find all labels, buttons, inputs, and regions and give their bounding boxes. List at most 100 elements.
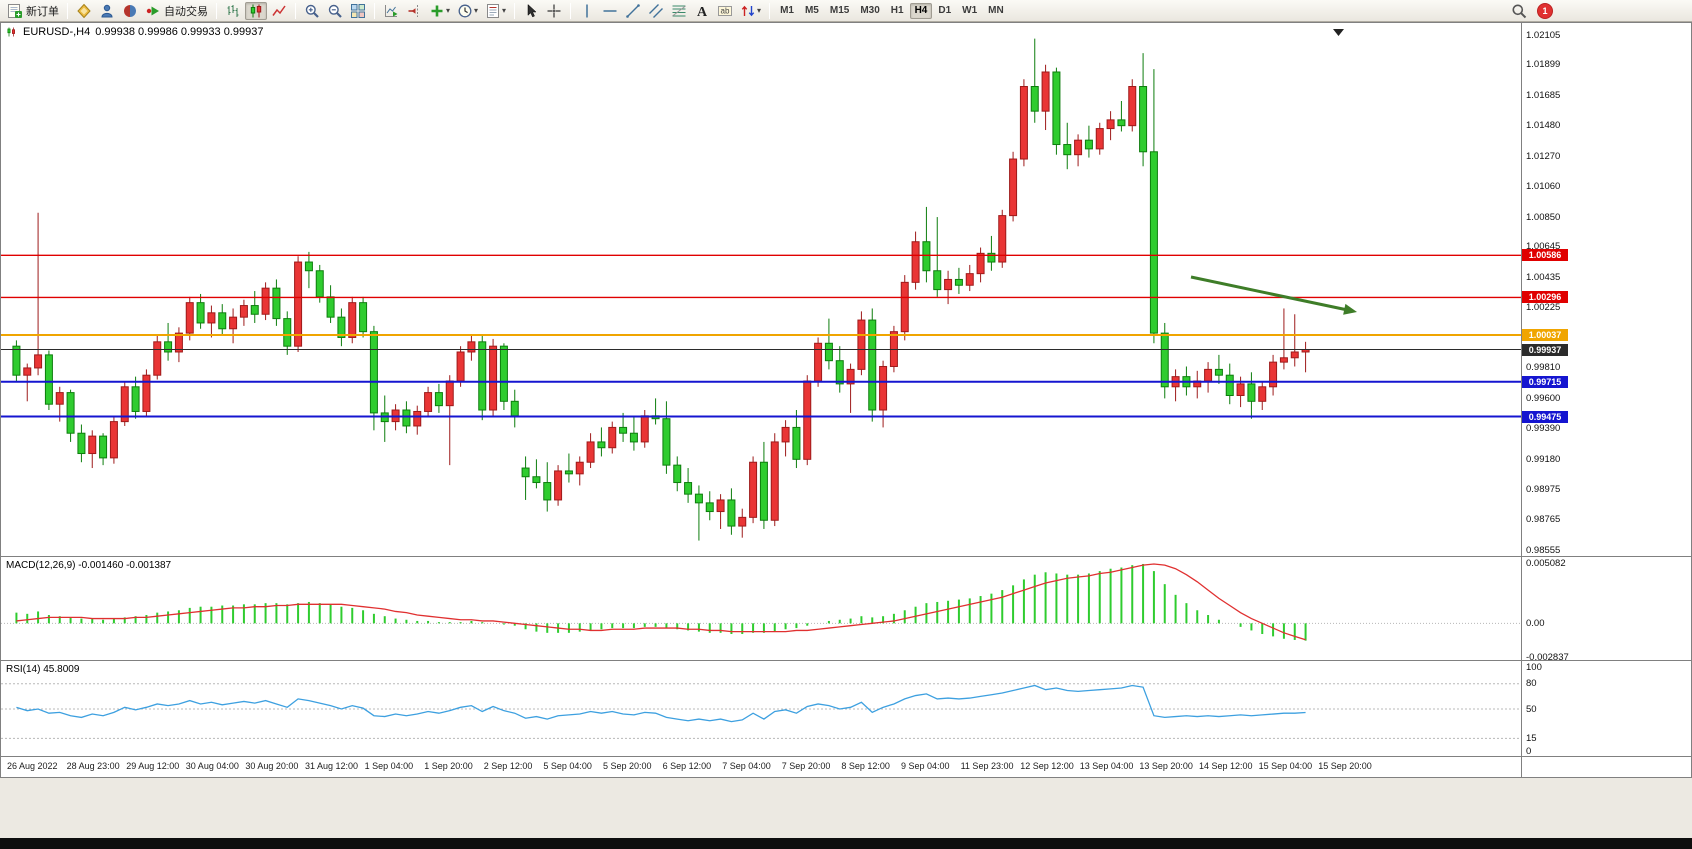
time-axis-label: 30 Aug 20:00 [245, 761, 299, 771]
chart-ohlc-values: 0.99938 0.99986 0.99933 0.99937 [95, 26, 264, 38]
macd-signal-line [16, 563, 1306, 641]
bar-chart-button[interactable] [222, 2, 244, 20]
timeframe-m1-label: M1 [780, 5, 794, 16]
resistance-line-1-tag: 1.00586 [1522, 249, 1568, 262]
auto-scroll-button[interactable] [380, 2, 402, 20]
fibonacci-button[interactable] [668, 2, 690, 20]
time-axis-label: 14 Sep 12:00 [1199, 761, 1253, 771]
arrows-button[interactable]: ▾ [737, 2, 764, 20]
new-order-button[interactable]: 新订单 [4, 2, 62, 20]
new-order-icon [7, 3, 23, 19]
line-chart-button[interactable] [268, 2, 290, 20]
timeframe-w1[interactable]: W1 [957, 3, 982, 19]
time-axis-label: 9 Sep 04:00 [901, 761, 950, 771]
crosshair-icon [546, 3, 562, 19]
trendline-button[interactable] [622, 2, 644, 20]
search-button[interactable] [1508, 2, 1530, 20]
time-axis-label: 13 Sep 04:00 [1079, 761, 1134, 771]
timeframe-d1-label: D1 [938, 5, 952, 16]
timeframe-h1[interactable]: H1 [886, 3, 909, 19]
notification-badge[interactable]: 1 [1538, 3, 1552, 18]
candlestick-chart-button[interactable] [245, 1, 267, 20]
timeframe-h4[interactable]: H4 [909, 2, 933, 19]
price-tick-label: 1.01899 [1526, 59, 1561, 71]
time-axis-label: 26 Aug 2022 [7, 761, 58, 771]
channel-button[interactable] [645, 2, 667, 20]
chevron-down-icon: ▾ [757, 6, 762, 15]
resistance-line-2-tag: 1.00296 [1522, 291, 1568, 304]
timeframe-m30-label: M30 [860, 5, 880, 16]
text-button[interactable]: A [691, 2, 713, 20]
cursor-icon [523, 3, 539, 19]
toolbar-separator [769, 2, 771, 19]
timeframe-mn[interactable]: MN [983, 3, 1009, 19]
timeframe-d1[interactable]: D1 [933, 3, 956, 19]
periods-button[interactable]: ▾ [454, 2, 481, 20]
rsi-line [16, 684, 1306, 723]
timeframe-m15[interactable]: M15 [825, 3, 854, 19]
macd-histogram [15, 563, 1307, 641]
trend-arrow-annotation[interactable] [1190, 275, 1357, 315]
toolbar-separator [295, 2, 296, 19]
zoom-out-icon [327, 3, 343, 19]
zoom-in-icon [304, 3, 320, 19]
crosshair-button[interactable] [543, 2, 565, 20]
support-line-1-tag: 0.99715 [1522, 375, 1568, 388]
tile-windows-button[interactable] [347, 2, 369, 20]
time-axis-label: 30 Aug 04:00 [185, 761, 239, 771]
templates-button[interactable]: ▾ [482, 2, 509, 20]
rsi-panel[interactable]: RSI(14) 45.8009 [1, 661, 1522, 756]
rsi-axis: 100 80 50 15 0 [1522, 661, 1691, 756]
scroll-to-end-marker[interactable] [1333, 29, 1344, 36]
chart-shift-icon [406, 3, 422, 19]
text-label-button[interactable]: ab [714, 2, 736, 20]
macd-axis: 0.005082 0.00 -0.002837 [1522, 557, 1691, 660]
support-line-2-tag: 0.99475 [1522, 410, 1568, 423]
template-icon [485, 3, 501, 19]
candlestick-icon [248, 3, 264, 19]
market-button[interactable] [119, 2, 141, 20]
channel-icon [648, 3, 664, 19]
vertical-line-button[interactable] [576, 2, 598, 20]
market-watch-button[interactable] [73, 2, 95, 20]
orange-level-line-tag: 1.00037 [1522, 329, 1568, 341]
price-tick-label: 1.01685 [1526, 90, 1561, 102]
arrows-icon [740, 3, 756, 19]
fibonacci-icon [671, 3, 687, 19]
price-tick-label: 1.01480 [1526, 120, 1561, 132]
horizontal-line-button[interactable] [599, 2, 621, 20]
timeframe-m30[interactable]: M30 [855, 3, 884, 19]
price-tick-label: 1.00645 [1526, 241, 1561, 253]
current-price-line-tag: 0.99937 [1522, 343, 1568, 356]
chart-shift-button[interactable] [403, 2, 425, 20]
time-axis[interactable]: 26 Aug 2022 28 Aug 23:00 29 Aug 12:00 30 Au… [1, 757, 1522, 777]
autotrade-button[interactable]: 自动交易 [142, 2, 211, 20]
price-tick-label: 0.99600 [1526, 392, 1561, 404]
time-axis-label: 28 Aug 23:00 [66, 761, 120, 771]
toolbar-separator [570, 2, 572, 19]
price-tick-label: 1.00850 [1526, 211, 1561, 223]
timeframe-h1-label: H1 [890, 5, 904, 16]
macd-panel[interactable]: MACD(12,26,9) -0.001460 -0.001387 [1, 557, 1522, 660]
price-axis[interactable]: 1.02105 1.01899 1.01685 1.01480 1.01270 1.010… [1522, 23, 1691, 556]
zoom-in-button[interactable] [301, 2, 323, 20]
cursor-button[interactable] [520, 2, 542, 20]
toolbar-separator [374, 2, 375, 19]
indicators-icon [429, 3, 445, 19]
time-axis-label: 15 Sep 04:00 [1258, 761, 1313, 771]
navigator-button[interactable] [96, 2, 118, 20]
timeframe-m1[interactable]: M1 [775, 3, 799, 19]
market-icon [122, 3, 138, 19]
price-tick-label: 0.99390 [1526, 423, 1561, 435]
search-icon [1511, 3, 1527, 19]
chevron-down-icon: ▾ [502, 6, 507, 15]
main-chart[interactable]: EURUSD-,H4 0.99938 0.99986 0.99933 0.999… [1, 23, 1522, 556]
price-tick-label: 1.01270 [1526, 150, 1561, 162]
auto-scroll-icon [383, 3, 399, 19]
autotrade-icon [145, 3, 161, 19]
timeframe-m5[interactable]: M5 [800, 3, 824, 19]
candles-layer [12, 38, 1310, 541]
toolbar-separator [67, 2, 68, 19]
indicators-button[interactable]: ▾ [426, 2, 453, 20]
zoom-out-button[interactable] [324, 2, 346, 20]
